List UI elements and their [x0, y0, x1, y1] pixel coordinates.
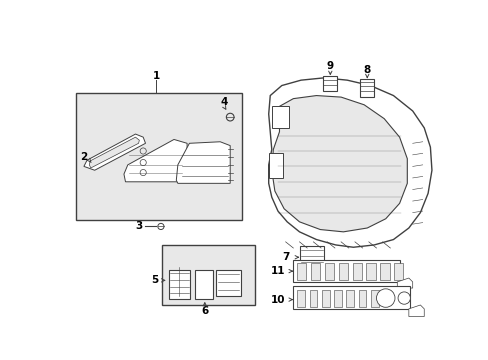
Circle shape: [158, 223, 163, 230]
Bar: [293, 286, 409, 309]
Circle shape: [397, 292, 409, 304]
Bar: [370, 289, 378, 307]
Bar: [323, 76, 337, 91]
Bar: [76, 93, 241, 220]
Bar: [216, 270, 241, 296]
Text: 2: 2: [80, 152, 87, 162]
Bar: [309, 289, 317, 307]
Bar: [333, 289, 341, 307]
Text: 11: 11: [270, 266, 285, 276]
Text: 1: 1: [152, 71, 160, 81]
Text: 5: 5: [151, 275, 158, 285]
Bar: [360, 78, 373, 97]
Polygon shape: [408, 305, 424, 316]
Bar: [352, 264, 361, 280]
Polygon shape: [271, 95, 407, 232]
Bar: [380, 264, 389, 280]
Bar: [338, 264, 347, 280]
Text: 8: 8: [363, 65, 370, 75]
Bar: [268, 153, 282, 178]
Polygon shape: [84, 134, 145, 170]
Text: 3: 3: [136, 221, 142, 231]
Bar: [194, 270, 213, 299]
Text: 4: 4: [220, 98, 227, 108]
Text: 7: 7: [282, 252, 289, 262]
Bar: [297, 289, 305, 307]
Polygon shape: [123, 139, 187, 182]
Bar: [162, 245, 254, 305]
Bar: [358, 289, 366, 307]
Bar: [324, 264, 333, 280]
Bar: [293, 260, 399, 282]
Bar: [310, 264, 320, 280]
Bar: [297, 264, 306, 280]
Polygon shape: [268, 78, 431, 247]
Bar: [366, 264, 375, 280]
Bar: [346, 289, 353, 307]
Bar: [271, 106, 288, 128]
Bar: [168, 270, 190, 299]
Bar: [393, 264, 403, 280]
Bar: [299, 246, 324, 263]
Polygon shape: [89, 137, 139, 168]
Polygon shape: [396, 278, 412, 288]
Polygon shape: [176, 142, 230, 183]
Text: 6: 6: [201, 306, 208, 316]
Bar: [321, 289, 329, 307]
Circle shape: [376, 289, 394, 307]
Text: 9: 9: [326, 61, 333, 71]
Text: 10: 10: [270, 294, 285, 305]
